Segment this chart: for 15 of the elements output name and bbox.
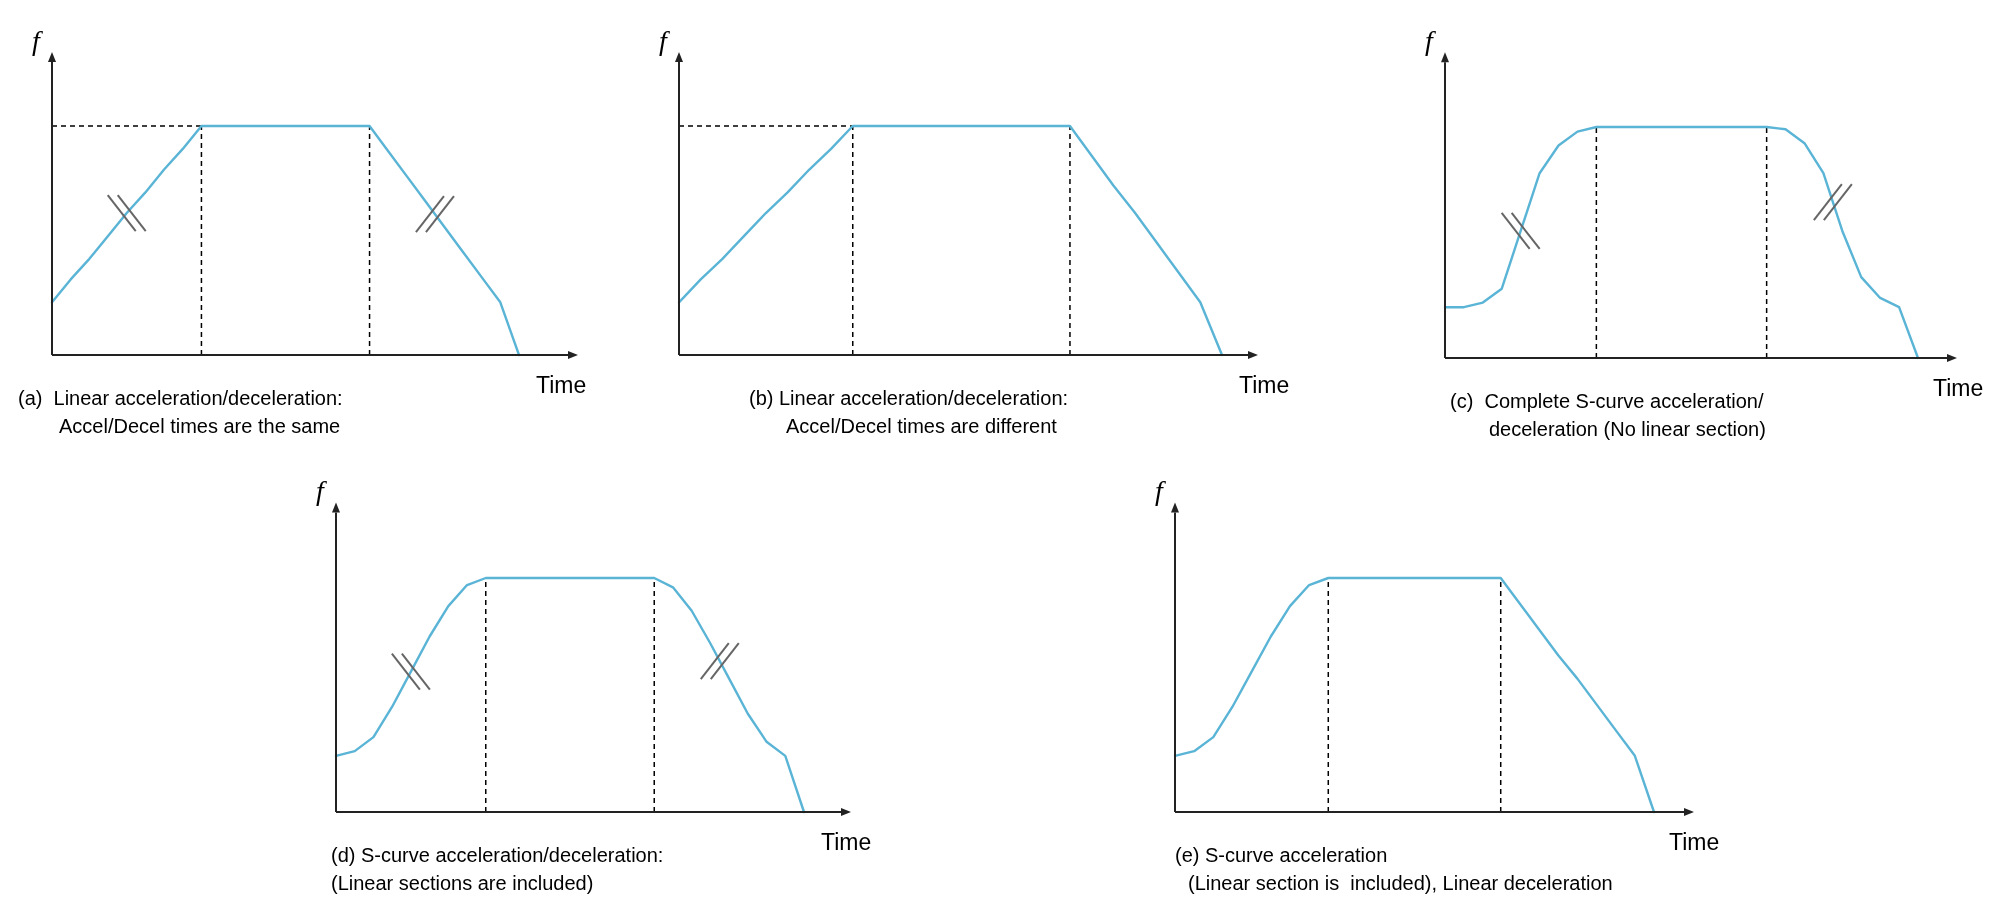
x-axis-title: Time: [1669, 829, 1720, 855]
y-axis-title: f: [1155, 475, 1166, 507]
text: (d) S-curve acceleration/deceleration: (Linear sections are included): [331, 844, 664, 894]
text: (b) Linear acceleration/deceleration: Accel/Decel times are different: [749, 387, 1069, 437]
y-axis-title: f: [32, 24, 43, 56]
text: (e) S-curve acceleration (Linear section is included), Linear deceleration: [1175, 844, 1613, 894]
y-axis-title: f: [659, 24, 670, 56]
x-axis-title: Time: [821, 829, 872, 855]
text: (c) Complete S-curve acceleration/ deceleration (No linear section): [1450, 390, 1766, 440]
y-axis-title: f: [316, 475, 327, 507]
x-axis-title: Time: [1933, 375, 1984, 401]
y-axis-title: f: [1425, 25, 1436, 57]
text: (a) Linear acceleration/deceleration: Accel/Decel times are the same: [18, 387, 343, 437]
x-axis-title: Time: [536, 372, 587, 398]
x-axis-title: Time: [1239, 372, 1290, 398]
